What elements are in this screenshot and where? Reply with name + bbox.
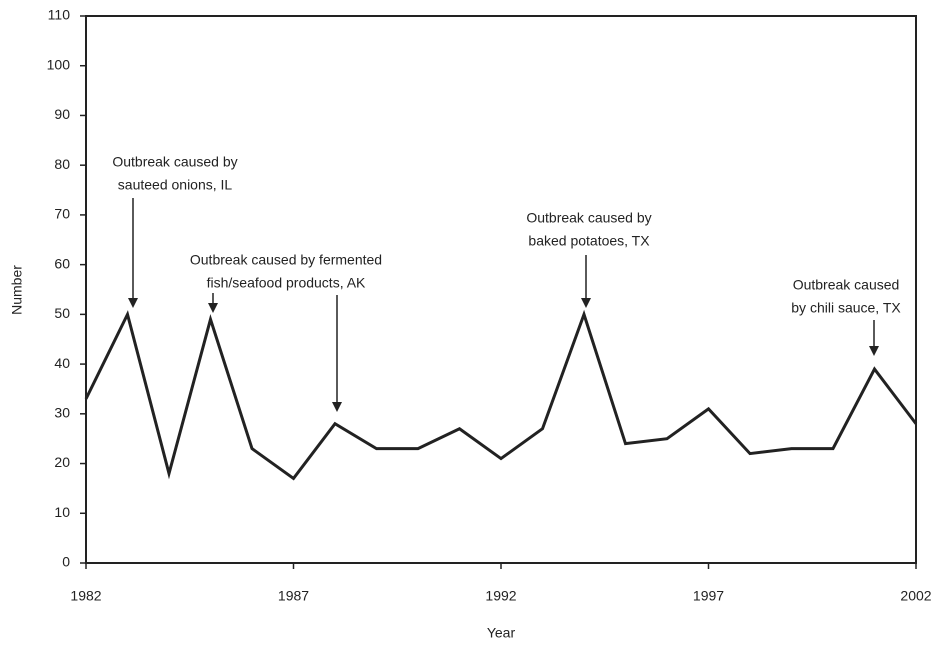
x-tick-label: 1997 bbox=[693, 588, 724, 604]
annotation: baked potatoes, TX bbox=[528, 233, 650, 249]
data-line bbox=[84, 309, 918, 481]
y-tick-label: 50 bbox=[54, 305, 70, 321]
y-tick-label: 100 bbox=[47, 56, 71, 72]
arrow-head bbox=[581, 298, 591, 308]
annotation: sauteed onions, IL bbox=[118, 177, 233, 193]
y-tick-label: 30 bbox=[54, 405, 70, 421]
y-tick-label: 60 bbox=[54, 255, 70, 271]
annotation: fish/seafood products, AK bbox=[207, 275, 366, 291]
x-tick-label: 1992 bbox=[485, 588, 516, 604]
annotation: Outbreak caused bbox=[793, 277, 900, 293]
arrow-head bbox=[869, 346, 879, 356]
annotation: Outbreak caused by fermented bbox=[190, 252, 382, 268]
x-axis-label: Year bbox=[487, 625, 516, 641]
y-tick-label: 80 bbox=[54, 156, 70, 172]
y-tick-label: 40 bbox=[54, 355, 70, 371]
annotation: by chili sauce, TX bbox=[791, 300, 901, 316]
y-tick-label: 90 bbox=[54, 106, 70, 122]
arrow-head bbox=[332, 402, 342, 412]
x-tick-label: 1982 bbox=[70, 588, 101, 604]
x-tick-label: 1987 bbox=[278, 588, 309, 604]
y-tick-label: 110 bbox=[48, 7, 71, 23]
arrow-head bbox=[208, 303, 218, 313]
y-tick-label: 10 bbox=[54, 504, 70, 520]
y-tick-label: 20 bbox=[54, 454, 70, 470]
y-tick-label: 70 bbox=[54, 206, 70, 222]
x-tick-label: 2002 bbox=[900, 588, 931, 604]
arrow-head bbox=[128, 298, 138, 308]
annotation: Outbreak caused by bbox=[526, 210, 651, 226]
annotation: Outbreak caused by bbox=[112, 154, 237, 170]
y-axis-label: Number bbox=[9, 265, 25, 315]
y-tick-label: 0 bbox=[62, 554, 70, 570]
